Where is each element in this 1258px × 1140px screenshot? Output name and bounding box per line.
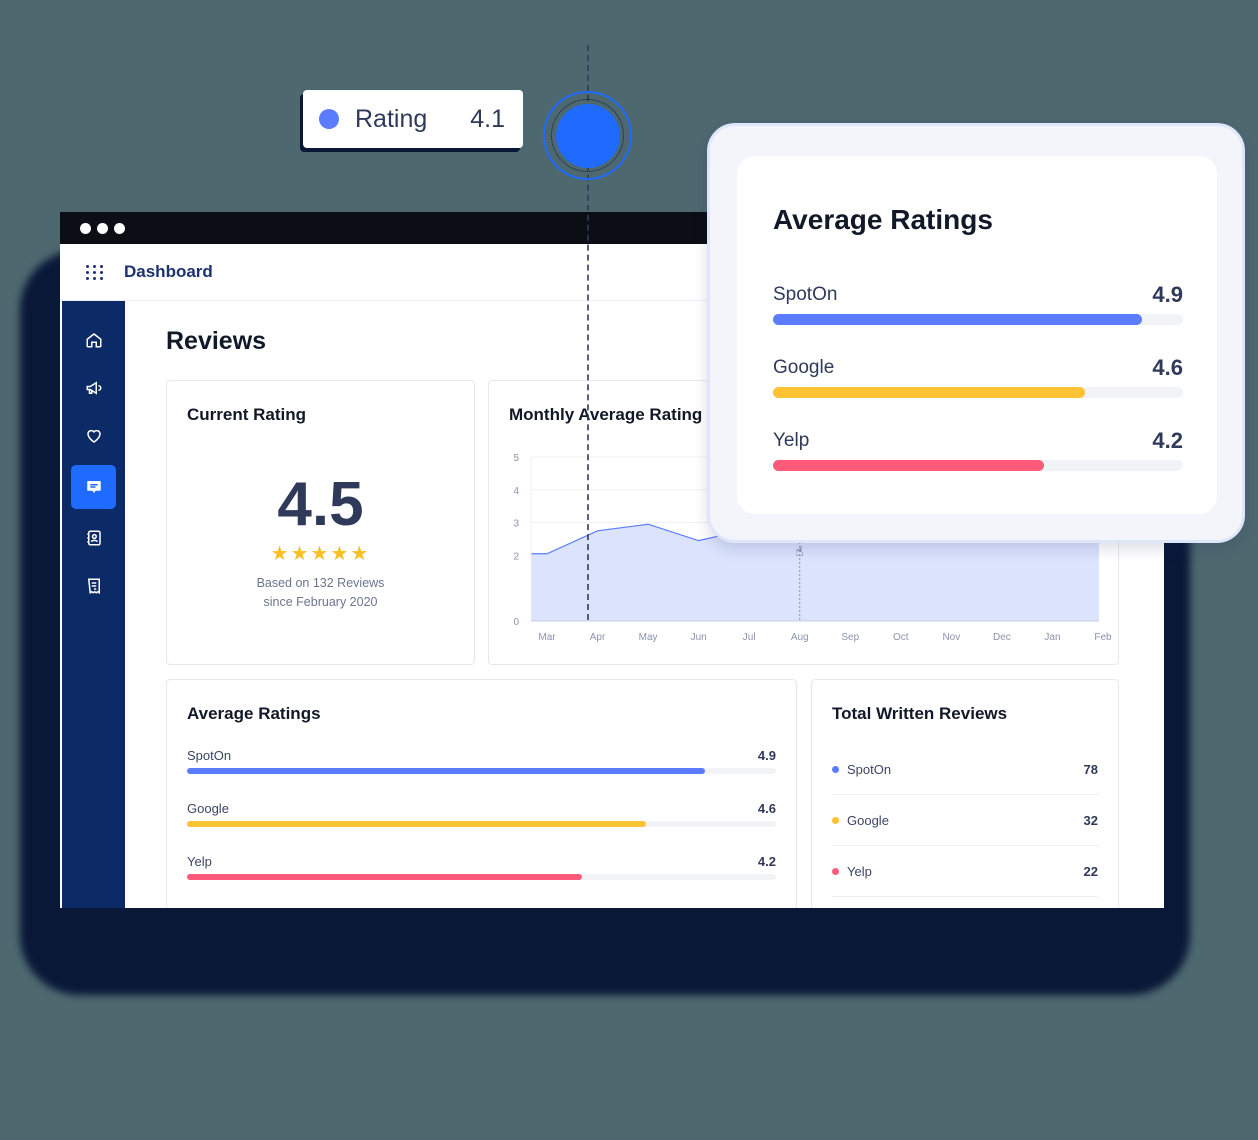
- star-icons: ★★★★★: [270, 543, 371, 565]
- receipt-icon: [87, 578, 100, 595]
- source-rating: 4.6: [1152, 355, 1183, 380]
- popout-title: Average Ratings: [773, 204, 993, 235]
- sidebar: [62, 301, 125, 908]
- progress-fill: [773, 460, 1044, 471]
- app-title: Dashboard: [124, 262, 213, 281]
- review-count: 78: [1083, 762, 1098, 777]
- megaphone-icon: [86, 381, 101, 395]
- svg-text:0: 0: [513, 617, 519, 628]
- source-label: Google: [773, 357, 835, 378]
- svg-text:4: 4: [513, 486, 519, 497]
- svg-text:Nov: Nov: [942, 632, 960, 643]
- card-title: Monthly Average Rating: [509, 405, 703, 424]
- source-dot-icon: [832, 766, 839, 773]
- progress-fill: [187, 821, 647, 827]
- svg-text:May: May: [639, 632, 658, 643]
- source-label: Yelp: [847, 864, 872, 879]
- review-count: 22: [1083, 864, 1098, 879]
- source-rating: 4.2: [757, 854, 776, 869]
- series-dot-icon: [319, 109, 339, 129]
- svg-text:Jul: Jul: [743, 632, 756, 643]
- rating-value: 4.5: [277, 470, 364, 539]
- hand-cursor-icon: ☝: [795, 543, 804, 559]
- hover-marker-dot[interactable]: [556, 104, 620, 168]
- svg-text:Aug: Aug: [791, 632, 809, 643]
- source-label: Yelp: [187, 854, 212, 869]
- tooltip-label: Rating: [355, 104, 428, 133]
- total-written-reviews-card: Total Written Reviews SpotOn 78 Google 32 Ye…: [811, 679, 1119, 908]
- home-icon: [86, 333, 101, 348]
- current-rating-card: Current Rating 4.5 ★★★★★ Based on 132 Re…: [166, 380, 475, 665]
- progress-track: [187, 821, 776, 827]
- chart-tooltip: Rating 4.1: [303, 90, 523, 148]
- svg-text:5: 5: [513, 453, 519, 464]
- svg-text:Feb: Feb: [1094, 632, 1112, 643]
- window-control-dot[interactable]: [80, 222, 91, 234]
- sidebar-item-marketing[interactable]: [71, 369, 116, 407]
- svg-text:Sep: Sep: [841, 632, 859, 643]
- sidebar-item-reviews[interactable]: [71, 465, 116, 509]
- svg-text:Jun: Jun: [691, 632, 707, 643]
- hover-marker-ring-inner: [551, 99, 624, 172]
- average-ratings-popout: Average Ratings SpotOn 4.9 Google 4.6 Yelp 4.…: [707, 123, 1245, 543]
- app-grid-icon[interactable]: [86, 264, 104, 280]
- average-ratings-card: Average Ratings SpotOn 4.9 Google 4.6 Yelp 4.…: [166, 679, 797, 908]
- source-label: SpotOn: [187, 748, 232, 763]
- card-title: Current Rating: [187, 405, 306, 424]
- source-label: Yelp: [773, 430, 810, 451]
- contact-book-icon: [86, 530, 101, 546]
- review-count-row: Google 32: [832, 796, 1098, 846]
- source-label: SpotOn: [773, 284, 838, 305]
- window-control-dot[interactable]: [97, 222, 108, 234]
- top-bar: Dashboard: [60, 244, 1164, 301]
- heart-icon: [86, 429, 101, 443]
- sidebar-item-loyalty[interactable]: [71, 417, 116, 455]
- card-title: Average Ratings: [187, 704, 321, 723]
- source-rating: 4.9: [1152, 282, 1183, 307]
- review-count: 32: [1083, 813, 1098, 828]
- window-control-dot[interactable]: [114, 222, 125, 234]
- hover-marker-ring: [543, 91, 632, 180]
- review-count-row: SpotOn 78: [832, 745, 1098, 795]
- sidebar-item-contacts[interactable]: [71, 519, 116, 557]
- rating-summary: Based on 132 Reviews since February 2020: [256, 576, 385, 609]
- progress-fill: [187, 768, 706, 774]
- popout-card: Average Ratings SpotOn 4.9 Google 4.6 Yelp 4.…: [737, 156, 1217, 514]
- svg-text:Apr: Apr: [590, 632, 606, 643]
- progress-fill: [773, 314, 1142, 325]
- source-rating: 4.6: [757, 801, 776, 816]
- svg-text:Jan: Jan: [1044, 632, 1060, 643]
- page-title: Reviews: [166, 327, 267, 355]
- source-label: Google: [187, 801, 229, 816]
- source-rating: 4.2: [1152, 428, 1183, 453]
- svg-text:Oct: Oct: [893, 632, 909, 643]
- sidebar-item-home[interactable]: [71, 321, 116, 359]
- card-title: Total Written Reviews: [832, 704, 1008, 723]
- svg-text:3: 3: [513, 519, 519, 530]
- progress-fill: [773, 387, 1085, 398]
- progress-track: [773, 314, 1183, 325]
- progress-track: [773, 387, 1183, 398]
- svg-text:Mar: Mar: [538, 632, 556, 643]
- progress-fill: [187, 874, 582, 880]
- progress-track: [187, 874, 776, 880]
- source-dot-icon: [832, 868, 839, 875]
- progress-track: [773, 460, 1183, 471]
- chat-icon: [86, 481, 101, 493]
- source-dot-icon: [832, 817, 839, 824]
- review-count-row: Yelp 22: [832, 847, 1098, 897]
- tooltip-value: 4.1: [470, 104, 505, 133]
- progress-track: [187, 768, 776, 774]
- source-rating: 4.9: [757, 748, 776, 763]
- sidebar-item-reports[interactable]: [71, 567, 116, 605]
- hover-guide-line: [587, 45, 589, 620]
- source-label: SpotOn: [847, 762, 892, 777]
- source-label: Google: [847, 813, 889, 828]
- svg-text:Dec: Dec: [993, 632, 1011, 643]
- svg-text:2: 2: [513, 551, 519, 562]
